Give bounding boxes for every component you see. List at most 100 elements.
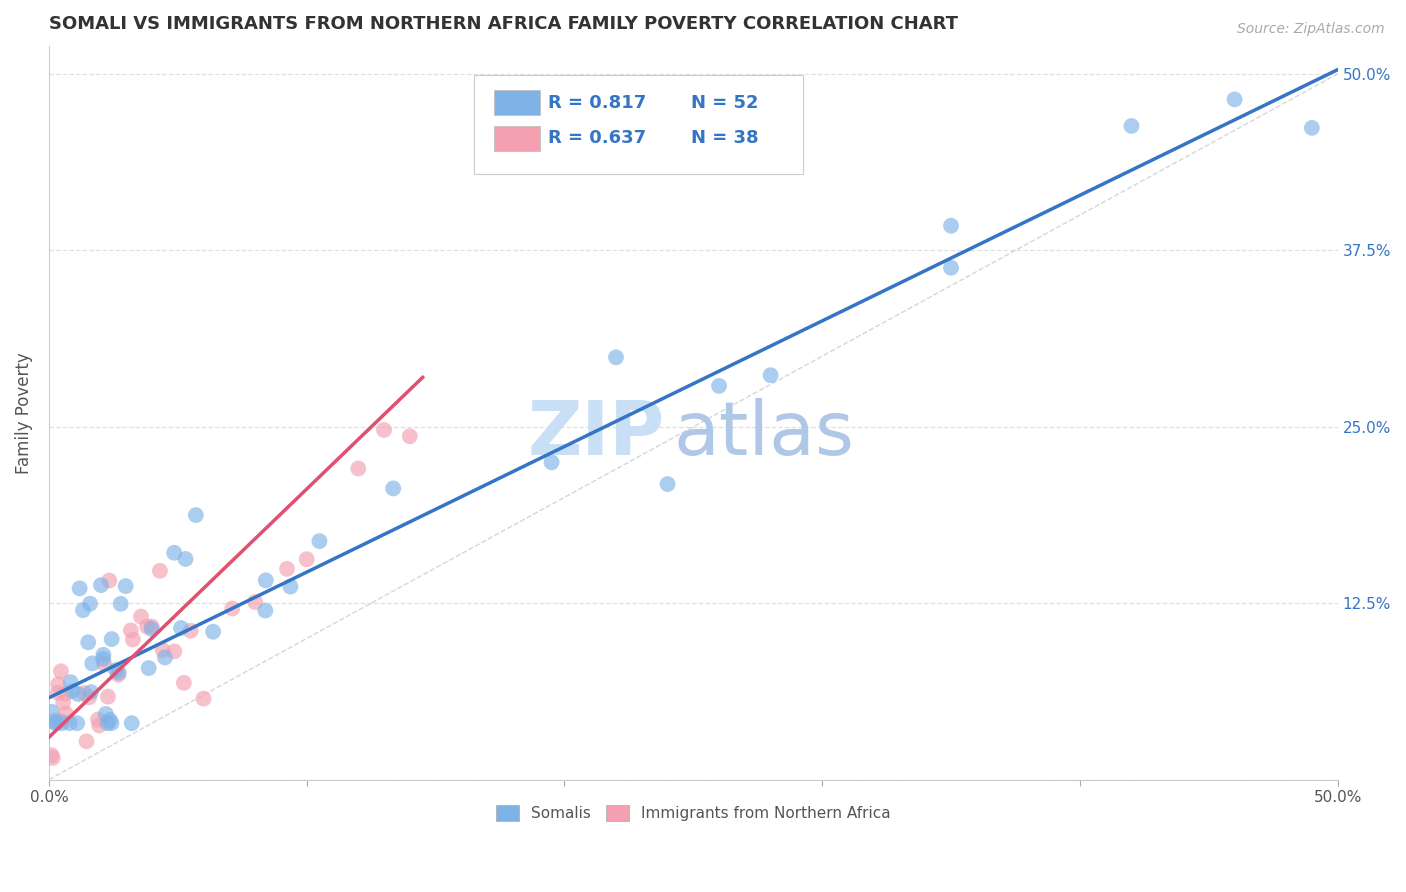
Text: atlas: atlas [673,398,855,471]
Point [243,595,266,609]
Point [163,546,186,560]
Point [605,351,627,365]
Point [62,684,84,698]
Legend: Somalis, Immigrants from Northern Africa: Somalis, Immigrants from Northern Africa [489,799,897,827]
Point [221,601,243,615]
Point [170,621,193,635]
Point [93,648,115,662]
Point [76,734,98,748]
Point [193,691,215,706]
Point [98,713,121,727]
Point [295,552,318,566]
Point [46,677,69,691]
Point [67,687,90,701]
Point [1223,92,1246,106]
Point [59,716,82,731]
Text: N = 52: N = 52 [690,94,758,112]
Point [280,580,302,594]
Point [180,624,202,638]
Point [141,619,163,633]
Point [49,714,72,728]
Point [382,482,405,496]
Point [107,665,129,680]
Point [41,797,63,812]
Text: Source: ZipAtlas.com: Source: ZipAtlas.com [1237,22,1385,37]
Point [41,751,63,765]
Point [41,705,63,719]
Point [122,632,145,647]
Point [129,609,152,624]
Point [1121,119,1143,133]
Point [202,624,225,639]
Point [398,429,420,443]
Point [91,652,114,666]
Text: R = 0.637: R = 0.637 [548,129,645,147]
Point [373,423,395,437]
Point [51,716,73,731]
Point [939,260,962,275]
Point [100,716,122,731]
Point [308,534,330,549]
Point [1301,120,1323,135]
Point [254,574,277,588]
Point [72,603,94,617]
Point [149,564,172,578]
Text: N = 38: N = 38 [690,129,758,147]
Point [136,620,159,634]
Point [53,687,76,701]
Point [114,579,136,593]
Point [52,696,75,710]
Point [45,716,67,731]
Point [41,748,63,763]
Point [120,624,142,638]
Point [107,667,129,681]
Point [174,552,197,566]
Point [121,716,143,731]
Text: SOMALI VS IMMIGRANTS FROM NORTHERN AFRICA FAMILY POVERTY CORRELATION CHART: SOMALI VS IMMIGRANTS FROM NORTHERN AFRIC… [49,15,957,33]
Point [93,657,115,671]
Point [153,650,176,665]
Point [173,676,195,690]
Point [66,716,89,731]
Point [152,643,174,657]
Point [276,562,298,576]
Point [759,368,782,383]
Point [44,714,66,728]
Point [90,578,112,592]
Point [540,455,562,469]
Point [59,814,82,828]
Point [89,718,111,732]
Point [77,635,100,649]
Point [59,675,82,690]
FancyBboxPatch shape [494,90,540,115]
Text: ZIP: ZIP [527,398,665,471]
Point [69,582,91,596]
Point [87,713,110,727]
Point [55,706,77,721]
Point [707,379,730,393]
FancyBboxPatch shape [474,75,803,174]
Point [82,657,104,671]
Point [104,663,127,677]
Point [80,685,103,699]
Point [73,686,96,700]
Point [94,706,117,721]
Text: R = 0.817: R = 0.817 [548,94,645,112]
Point [939,219,962,233]
Point [49,665,72,679]
Point [45,716,67,731]
Point [100,632,122,646]
Point [347,461,370,475]
Point [163,644,186,658]
FancyBboxPatch shape [494,126,540,151]
Point [184,508,207,522]
Point [138,661,160,675]
Y-axis label: Family Poverty: Family Poverty [15,351,32,474]
Point [141,622,163,636]
Point [254,603,277,617]
Point [657,477,679,491]
Point [110,597,132,611]
Point [96,716,118,731]
Point [98,574,121,588]
Point [46,686,69,700]
